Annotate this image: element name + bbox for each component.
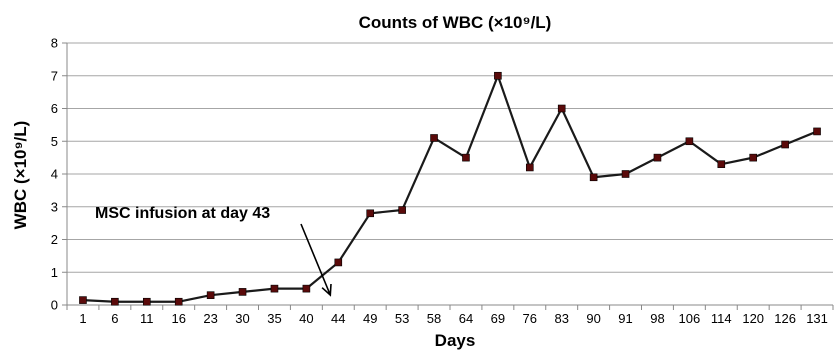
x-tick-label-11: 11 xyxy=(140,311,154,326)
x-tick-labels: 1 6 11 16 23 30 35 40 44 49 53 58 64 69 76 83 90 91 98 106 1… xyxy=(79,311,828,326)
data-point-day-106 xyxy=(685,137,694,146)
y-tick-label-0: 0 xyxy=(51,298,58,313)
data-point-day-64 xyxy=(462,153,470,162)
y-tick-label-8: 8 xyxy=(51,36,58,51)
x-tick-label-98: 98 xyxy=(650,311,664,326)
x-tick-label-53: 53 xyxy=(395,311,409,326)
y-tick-label-5: 5 xyxy=(51,134,58,149)
x-tick-label-120: 120 xyxy=(742,311,764,326)
data-point-day-30 xyxy=(238,288,247,296)
annotation-arrow xyxy=(300,223,332,297)
data-point-day-6 xyxy=(111,297,119,306)
axes xyxy=(62,42,834,310)
x-axis-title: Days xyxy=(435,331,476,350)
data-point-day-58 xyxy=(430,134,438,142)
data-point-day-23 xyxy=(206,291,215,299)
chart-title: Counts of WBC (×10⁹/L) xyxy=(359,13,552,32)
series xyxy=(79,71,821,306)
x-tick-label-1: 1 xyxy=(79,311,86,326)
data-point-day-44 xyxy=(334,258,343,267)
x-tick-label-23: 23 xyxy=(203,311,217,326)
y-tick-label-6: 6 xyxy=(51,101,58,116)
x-tick-label-64: 64 xyxy=(459,311,473,326)
x-tick-label-16: 16 xyxy=(171,311,185,326)
x-tick-label-83: 83 xyxy=(554,311,568,326)
x-tick-label-76: 76 xyxy=(523,311,537,326)
x-tick-label-58: 58 xyxy=(427,311,441,326)
x-tick-label-114: 114 xyxy=(711,311,732,326)
data-point-day-69 xyxy=(494,71,502,80)
series-line-0 xyxy=(82,74,818,303)
x-tick-label-131: 131 xyxy=(806,311,828,326)
data-point-day-114 xyxy=(717,160,726,168)
x-tick-label-126: 126 xyxy=(774,311,796,326)
data-point-day-91 xyxy=(621,170,630,178)
y-tick-label-1: 1 xyxy=(51,265,58,280)
x-tick-label-6: 6 xyxy=(111,311,118,326)
data-point-day-120 xyxy=(749,153,758,162)
data-point-day-49 xyxy=(366,209,375,218)
y-axis-title: WBC (×10⁹/L) xyxy=(11,121,30,230)
y-tick-label-2: 2 xyxy=(51,232,58,247)
x-tick-label-69: 69 xyxy=(491,311,505,326)
x-tick-label-106: 106 xyxy=(679,311,701,326)
x-tick-label-44: 44 xyxy=(331,311,345,326)
data-point-day-40 xyxy=(302,284,311,293)
data-point-day-35 xyxy=(270,284,279,293)
y-tick-label-4: 4 xyxy=(51,167,58,182)
x-tick-label-91: 91 xyxy=(618,311,632,326)
x-tick-label-49: 49 xyxy=(363,311,377,326)
data-point-day-16 xyxy=(174,297,183,306)
data-point-day-1 xyxy=(79,296,87,304)
data-point-day-76 xyxy=(525,163,534,172)
y-tick-label-7: 7 xyxy=(51,68,58,83)
x-tick-label-40: 40 xyxy=(299,311,313,326)
data-point-day-90 xyxy=(589,173,598,182)
annotations: MSC infusion at day 43 xyxy=(95,205,332,297)
annotation-label: MSC infusion at day 43 xyxy=(95,205,270,222)
data-point-day-131 xyxy=(813,127,821,136)
x-tick-label-90: 90 xyxy=(586,311,600,326)
y-tick-label-3: 3 xyxy=(51,199,58,214)
data-point-day-126 xyxy=(781,140,789,149)
y-tick-labels: 0 1 2 3 4 5 6 7 8 xyxy=(51,36,58,313)
data-point-day-83 xyxy=(557,104,566,113)
gridlines xyxy=(67,42,833,273)
x-tick-label-30: 30 xyxy=(235,311,249,326)
x-tick-label-35: 35 xyxy=(267,311,281,326)
data-point-day-11 xyxy=(142,297,151,306)
data-point-day-98 xyxy=(653,153,662,162)
data-point-day-53 xyxy=(398,206,406,214)
